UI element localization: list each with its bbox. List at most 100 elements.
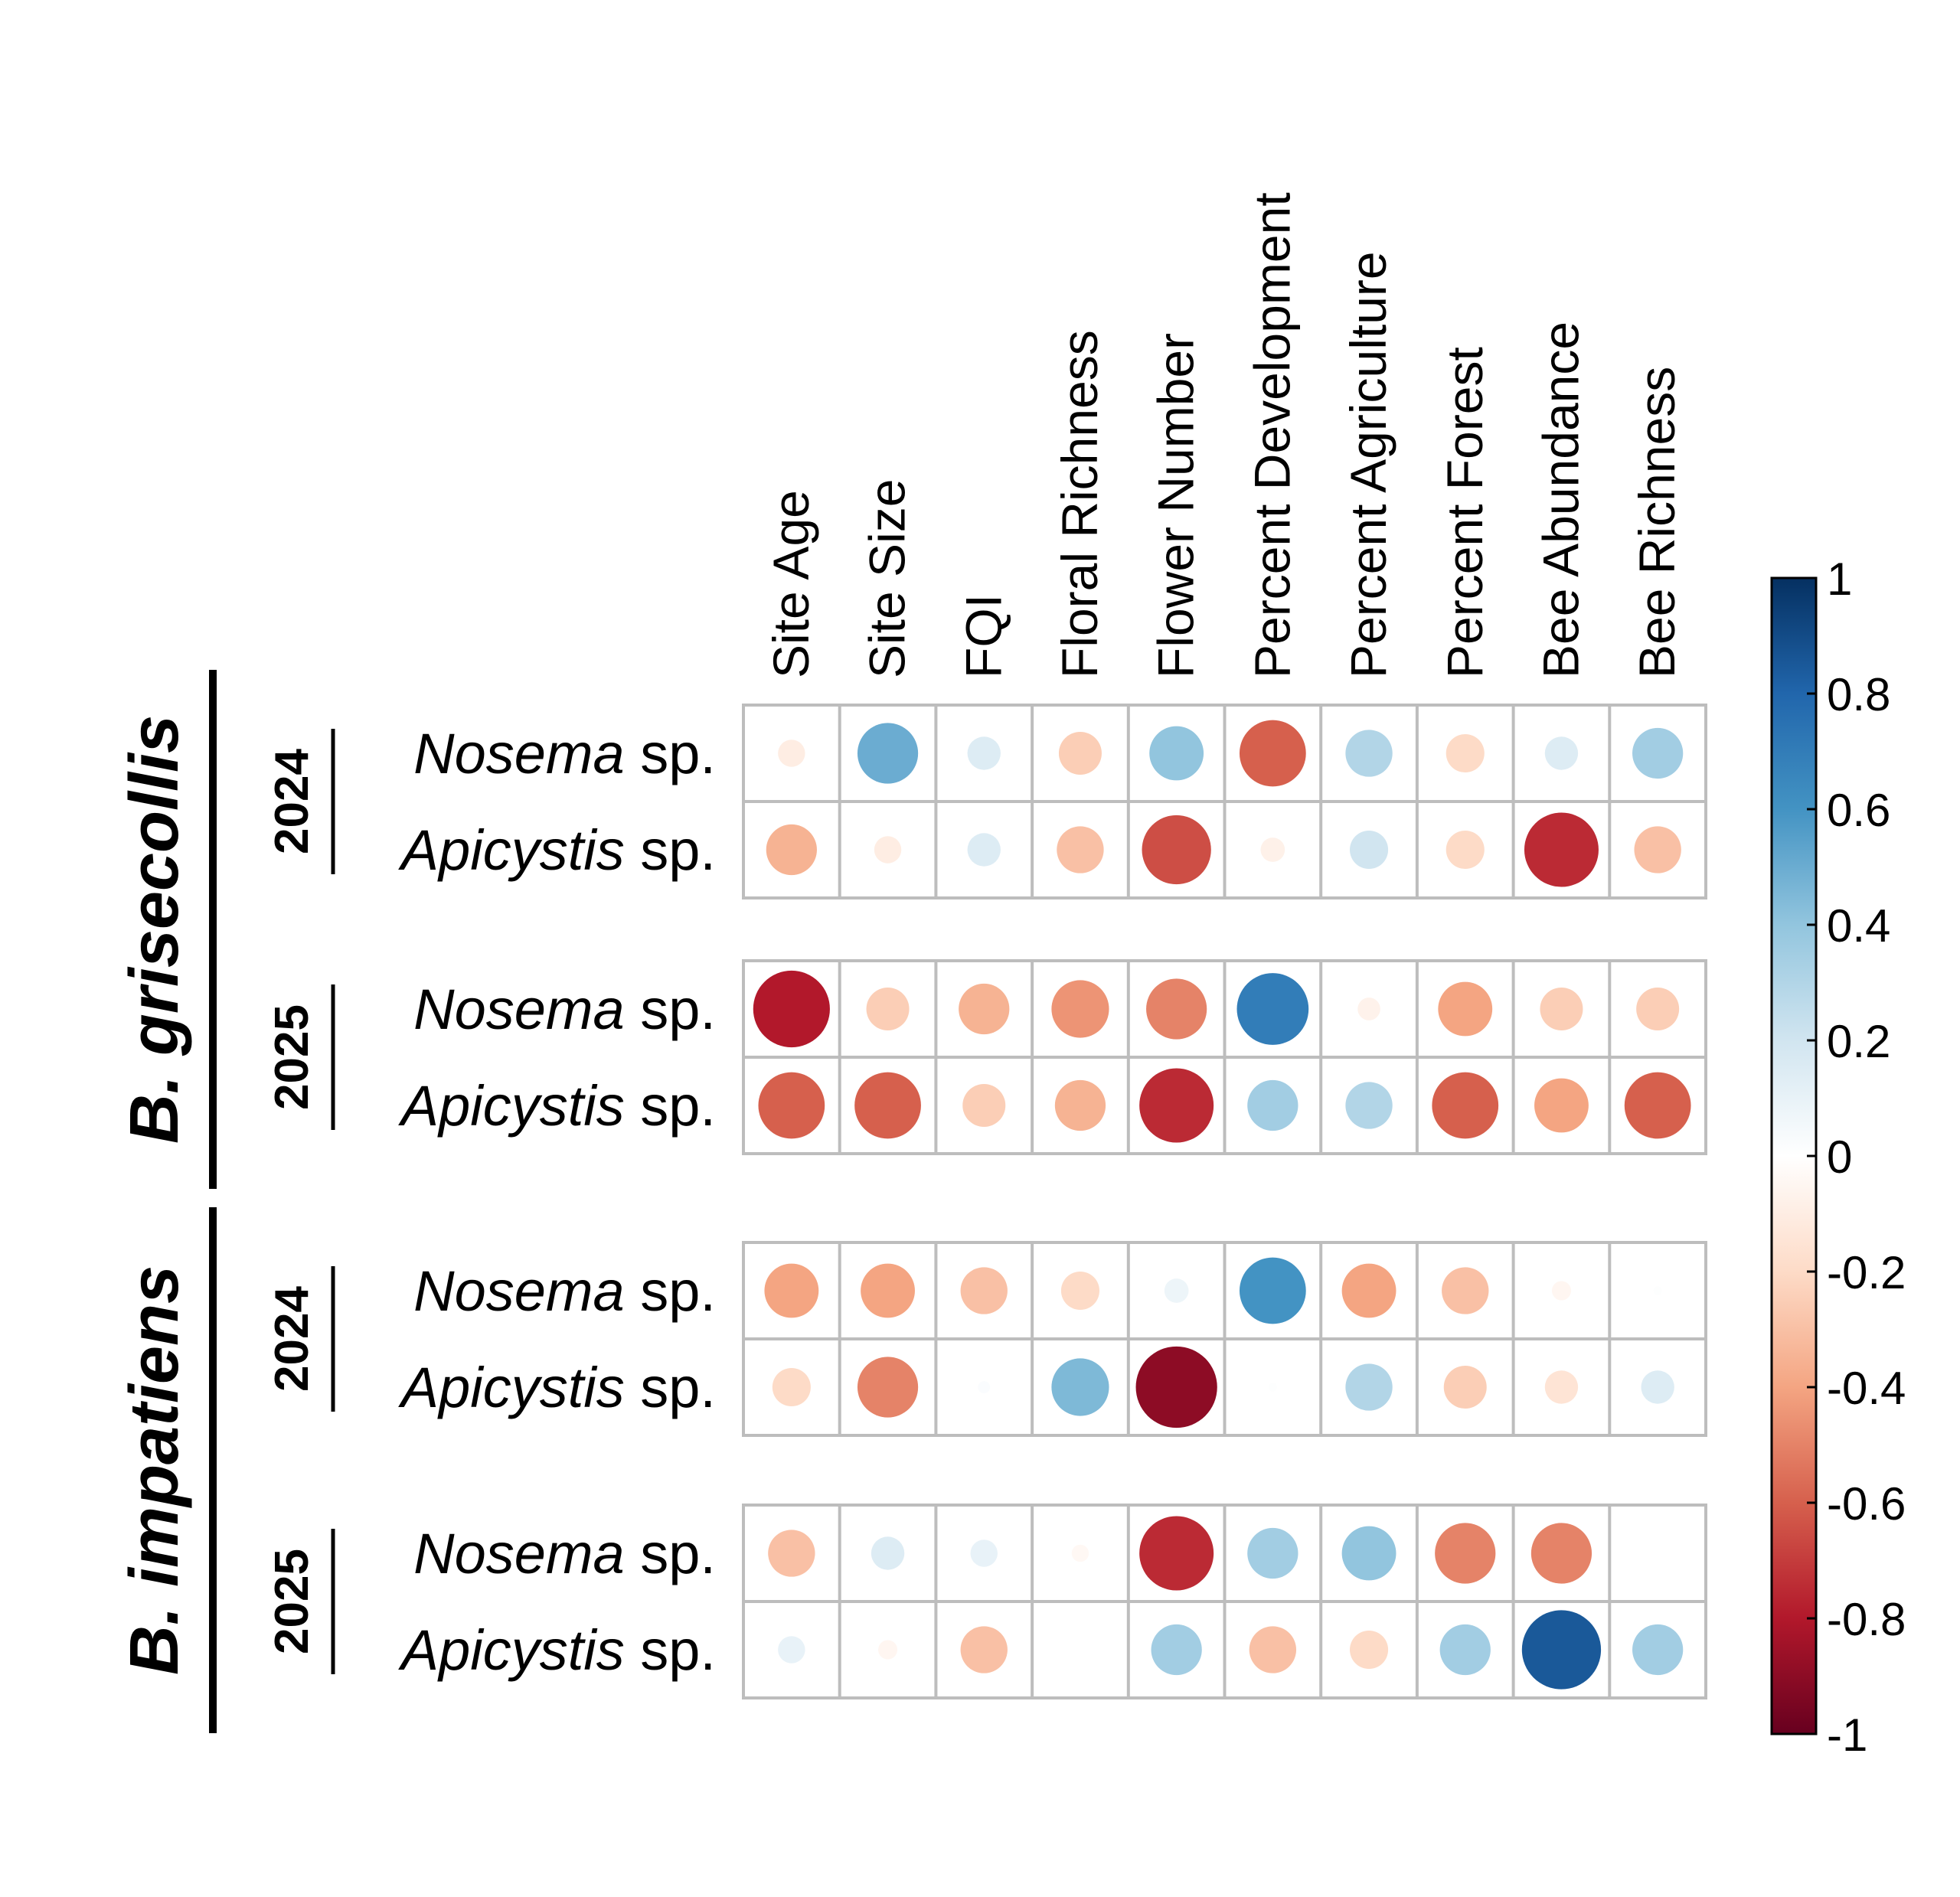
correlation-circle	[1146, 978, 1207, 1040]
correlation-circle	[857, 1357, 919, 1418]
correlation-circle	[1636, 988, 1680, 1030]
colorbar-tick-label: -1	[1827, 1709, 1867, 1761]
correlation-circle	[1521, 1610, 1602, 1690]
correlation-circle	[1443, 1366, 1487, 1409]
correlation-circle	[1341, 1526, 1396, 1581]
colorbar-tick-label: -0.4	[1827, 1363, 1906, 1414]
correlation-circle	[772, 1367, 811, 1407]
correlation-circle	[1164, 1278, 1189, 1303]
correlation-circle	[1058, 732, 1102, 775]
column-label: FQI	[955, 594, 1011, 678]
correlation-circle	[1446, 830, 1485, 870]
correlation-circle	[1139, 1068, 1214, 1143]
species-label: B. impatiens	[116, 1265, 193, 1675]
correlation-circle	[1260, 837, 1285, 862]
correlation-circle	[1632, 727, 1684, 779]
colorbar-tick-label: 1	[1827, 553, 1852, 605]
row-label: Apicystis sp.	[398, 1356, 716, 1419]
correlation-circle	[1239, 1257, 1306, 1324]
correlation-circle	[1345, 730, 1393, 777]
correlation-circle	[871, 1536, 905, 1570]
correlation-circle	[1641, 1370, 1674, 1404]
correlation-circle	[1530, 1523, 1592, 1584]
correlation-circle	[959, 983, 1010, 1035]
correlation-circle	[1632, 1624, 1684, 1676]
row-label: Nosema sp.	[413, 1522, 716, 1585]
colorbar-tick-label: 0.4	[1827, 900, 1890, 952]
column-label: Site Age	[763, 490, 819, 678]
colorbar-tick-label: -0.2	[1827, 1247, 1906, 1298]
correlation-circle	[778, 740, 805, 767]
correlation-circle	[1236, 973, 1309, 1045]
correlation-circle	[1060, 1271, 1099, 1311]
correlation-circle	[1247, 1079, 1298, 1131]
colorbar-tick-label: 0.2	[1827, 1016, 1890, 1067]
correlation-circle	[1357, 997, 1380, 1020]
species-label: B. grisecollis	[116, 715, 193, 1144]
year-label: 2025	[266, 1549, 318, 1654]
colorbar-tick-label: 0.8	[1827, 669, 1890, 720]
correlation-circle	[866, 988, 910, 1030]
correlation-circle	[1439, 1624, 1491, 1676]
correlation-circle	[766, 824, 817, 876]
correlation-circle	[1350, 830, 1389, 870]
correlation-circle	[874, 836, 902, 864]
colorbar-tick-label: -0.6	[1827, 1478, 1906, 1530]
correlation-circle	[1071, 1544, 1089, 1562]
column-label: Bee Richness	[1628, 367, 1685, 678]
correlation-circle	[960, 1267, 1008, 1314]
row-label: Apicystis sp.	[398, 1074, 716, 1138]
correlation-circle	[758, 1072, 825, 1139]
column-label: Site Size	[859, 479, 916, 678]
correlation-circle	[1054, 1079, 1106, 1131]
column-label: Percent Agriculture	[1340, 251, 1396, 678]
correlation-circle	[1051, 980, 1109, 1038]
correlation-circle	[1432, 1072, 1499, 1139]
correlation-circle	[967, 833, 1001, 867]
correlation-circle	[1151, 1624, 1202, 1676]
correlation-circle	[1345, 1082, 1393, 1129]
correlation-circle	[1634, 826, 1681, 873]
row-label: Nosema sp.	[413, 722, 716, 785]
row-label: Apicystis sp.	[398, 818, 716, 882]
year-label: 2025	[266, 1004, 318, 1110]
correlation-circle	[854, 1072, 921, 1139]
year-label: 2024	[266, 1286, 318, 1392]
correlation-circle	[1438, 981, 1493, 1037]
row-label: Nosema sp.	[413, 978, 716, 1041]
correlation-circle	[1551, 1281, 1571, 1301]
correlation-circle	[978, 1381, 991, 1393]
row-label: Nosema sp.	[413, 1259, 716, 1323]
correlation-circle	[764, 1263, 819, 1318]
correlation-circle	[1057, 826, 1104, 873]
correlation-circle	[861, 1263, 915, 1318]
correlation-circle	[1341, 1263, 1396, 1318]
correlation-circle	[1142, 815, 1211, 885]
column-label: Floral Richness	[1051, 330, 1108, 678]
correlation-circle	[1544, 1370, 1579, 1404]
correlation-circle	[1135, 1346, 1217, 1428]
correlation-circle	[878, 1640, 898, 1660]
column-label: Bee Abundance	[1532, 322, 1589, 678]
correlation-circle	[960, 1626, 1008, 1673]
correlation-circle	[1446, 733, 1485, 773]
column-label: Flower Number	[1148, 333, 1204, 678]
column-label: Percent Development	[1243, 192, 1300, 678]
correlation-circle	[1051, 1358, 1109, 1416]
correlation-circle	[1239, 720, 1306, 787]
colorbar-tick-label: -0.8	[1827, 1594, 1906, 1645]
colorbar-tick-label: 0	[1827, 1131, 1852, 1183]
correlation-circle	[970, 1539, 998, 1567]
row-label: Apicystis sp.	[398, 1618, 716, 1682]
correlation-circle	[768, 1530, 815, 1577]
correlation-circle	[1350, 1630, 1389, 1670]
correlation-circle	[962, 1084, 1006, 1127]
correlation-circle	[1149, 726, 1204, 781]
correlation-circle	[1540, 988, 1583, 1030]
correlation-circle	[1345, 1363, 1393, 1411]
year-label: 2024	[266, 749, 318, 854]
correlation-circle	[778, 1636, 805, 1664]
correlation-circle	[1624, 1072, 1691, 1139]
correlation-circle	[857, 723, 919, 784]
